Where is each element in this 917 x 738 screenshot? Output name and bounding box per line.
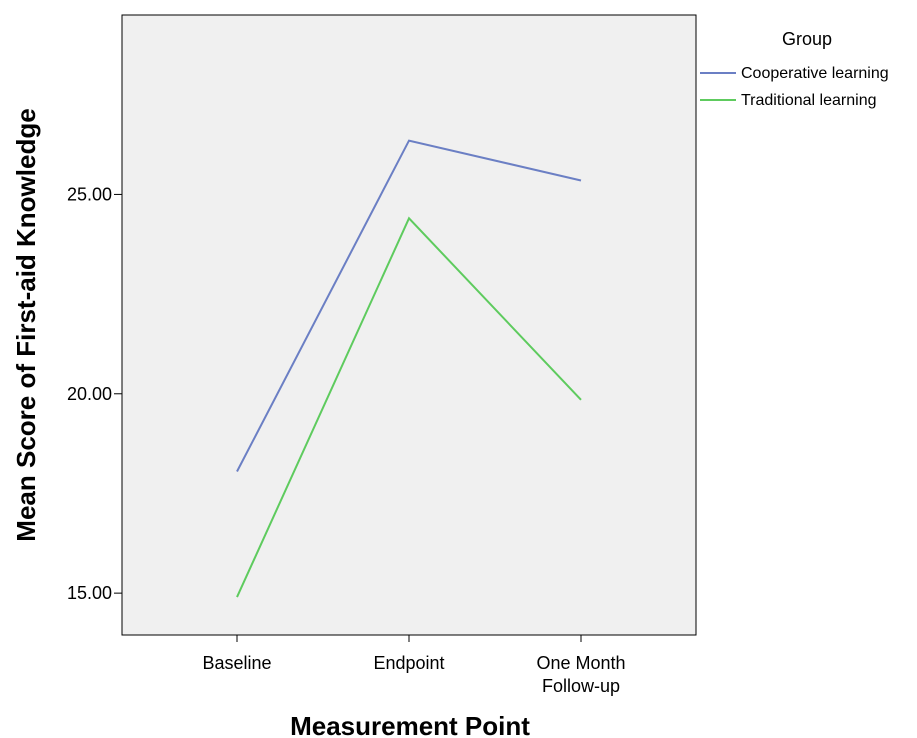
x-tick-label: One Month — [536, 653, 625, 673]
y-axis-title: Mean Score of First-aid Knowledge — [11, 108, 41, 541]
legend-title: Group — [782, 29, 832, 49]
x-tick-label: Baseline — [202, 653, 271, 673]
y-tick-label: 25.00 — [67, 184, 112, 204]
series-line — [236, 139, 582, 472]
x-tick-label: Follow-up — [542, 676, 620, 696]
series-lines — [236, 139, 582, 598]
y-tick-label: 20.00 — [67, 384, 112, 404]
plot-area — [121, 14, 697, 636]
x-tick-label: Endpoint — [373, 653, 444, 673]
legend-label: Cooperative learning — [741, 65, 889, 82]
y-axis: 15.00 20.00 25.00 — [67, 184, 122, 603]
legend: Group Cooperative learning Traditional le… — [700, 29, 889, 109]
x-axis-title: Measurement Point — [290, 711, 530, 738]
series-line — [236, 216, 582, 598]
legend-label: Traditional learning — [741, 92, 876, 109]
y-tick-label: 15.00 — [67, 583, 112, 603]
x-axis: Baseline Endpoint One Month Follow-up — [202, 635, 626, 696]
